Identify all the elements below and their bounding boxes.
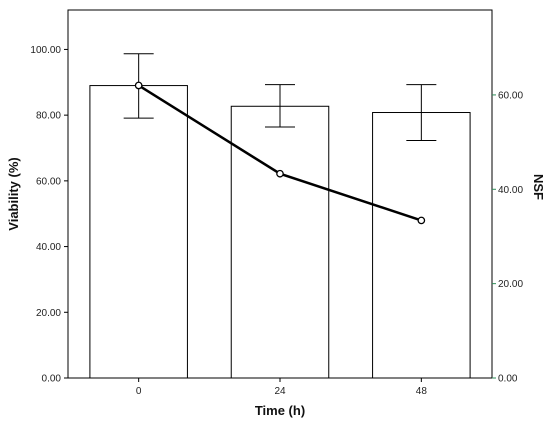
errorbars-layer <box>123 53 437 141</box>
nsf-point-0 <box>134 81 143 90</box>
nsf-point-24 <box>276 169 284 178</box>
y-axis-right: 0.00 20.00 40.00 60.00 <box>492 90 523 385</box>
bar-48 <box>372 112 471 379</box>
error-bar-48 <box>406 84 437 141</box>
nsf-point-48 <box>417 216 426 225</box>
error-bar-24 <box>265 84 295 128</box>
x-tick-label: 48 <box>416 386 428 397</box>
y-tick-label: 100.00 <box>30 45 61 56</box>
x-axis: 0 24 48 <box>136 378 427 397</box>
bar-24 <box>230 105 330 379</box>
y2-tick-label: 0.00 <box>498 374 518 385</box>
y2-tick-label: 60.00 <box>498 90 523 101</box>
y2-tick-label: 20.00 <box>498 279 523 290</box>
line-layer <box>134 81 426 225</box>
y2-tick-label: 40.00 <box>498 185 523 196</box>
y-tick-label: 80.00 <box>36 111 61 122</box>
x-axis-title: Time (h) <box>255 403 305 418</box>
y-axis-left: 0.00 20.00 40.00 60.00 80.00 100.00 <box>30 45 68 385</box>
x-tick-label: 24 <box>274 386 286 397</box>
bars-layer <box>89 85 471 379</box>
y-tick-label: 0.00 <box>42 374 62 385</box>
y-tick-label: 20.00 <box>36 308 61 319</box>
x-tick-label: 0 <box>136 386 142 397</box>
bar-0 <box>89 85 188 379</box>
y-tick-label: 60.00 <box>36 176 61 187</box>
y2-axis-title: NSF <box>531 174 546 200</box>
y-tick-label: 40.00 <box>36 242 61 253</box>
y-axis-title: Viability (%) <box>6 157 21 230</box>
